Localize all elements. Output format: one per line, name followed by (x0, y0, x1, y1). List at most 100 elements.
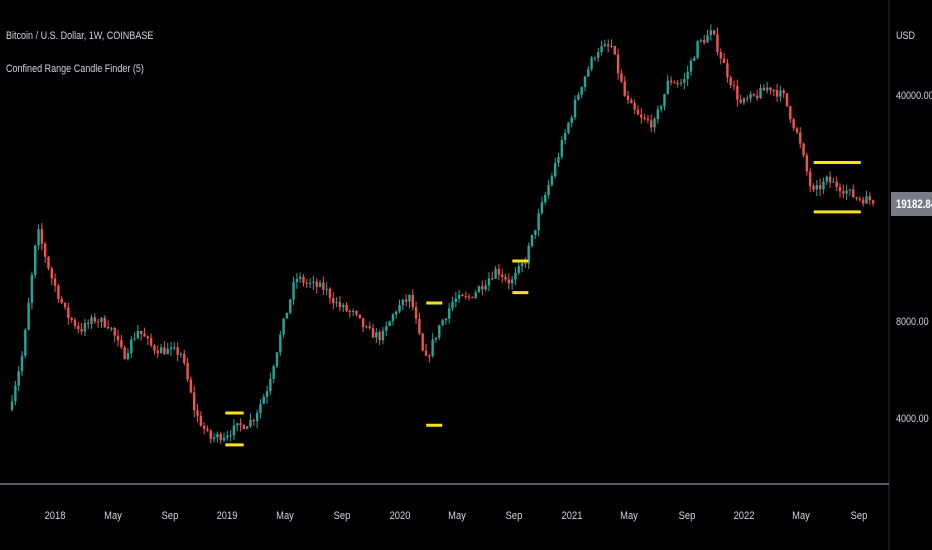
candle-down (332, 298, 335, 304)
candle-up (245, 426, 249, 429)
candle-up (451, 301, 454, 309)
candle-up (825, 176, 828, 182)
candle-down (113, 327, 116, 336)
candle-down (799, 132, 802, 144)
candle-up (577, 94, 580, 100)
time-tick-label: Sep (333, 510, 351, 522)
candle-down (762, 87, 766, 91)
candle-up (441, 320, 444, 326)
candle-up (540, 202, 544, 214)
candle-down (630, 100, 633, 104)
candle-down (812, 186, 815, 190)
candle-up (226, 435, 229, 438)
time-tick-label: May (275, 510, 294, 522)
candle-up (590, 57, 593, 70)
candle-down (818, 185, 822, 190)
candle-up (494, 268, 497, 279)
candle-down (47, 256, 50, 269)
candle-down (852, 189, 855, 198)
candle-down (756, 95, 759, 99)
candle-up (510, 279, 514, 284)
candle-up (749, 94, 752, 99)
candle-down (239, 423, 242, 426)
candle-up (30, 274, 34, 303)
time-tick-label: 2022 (733, 510, 755, 522)
candle-down (802, 143, 805, 156)
candle-up (689, 60, 693, 72)
candle-down (835, 181, 838, 188)
indicator-legend[interactable]: Confined Range Candle Finder (5) (6, 63, 144, 75)
candle-up (570, 117, 573, 123)
candle-down (358, 314, 361, 319)
candle-down (669, 80, 673, 83)
candle-down (716, 34, 719, 53)
candle-up (282, 318, 285, 335)
candle-down (418, 318, 421, 334)
candle-up (130, 339, 133, 353)
candle-up (563, 132, 567, 140)
candle-down (772, 90, 775, 92)
candle-down (43, 243, 47, 257)
candle-down (828, 176, 832, 183)
candle-down (242, 425, 246, 429)
candle-up (434, 337, 438, 340)
candle-up (285, 312, 289, 319)
candle-up (229, 435, 232, 437)
candle-up (272, 366, 275, 379)
candle-down (305, 282, 309, 284)
confined-range-boxes (225, 161, 861, 447)
candle-up (308, 282, 312, 284)
candle-down (143, 333, 146, 337)
candle-down (50, 268, 53, 279)
candle-up (342, 304, 345, 308)
candle-up (216, 434, 219, 438)
candle-down (302, 276, 305, 283)
candle-up (779, 90, 782, 97)
time-tick-label: Sep (161, 510, 179, 522)
candle-up (693, 57, 696, 61)
candle-up (679, 82, 683, 84)
candle-down (746, 98, 749, 100)
candle-up (454, 298, 458, 302)
candle-up (255, 412, 259, 422)
candle-down (789, 106, 792, 120)
last-price-badge: 19182.84 (891, 192, 932, 216)
candle-down (606, 44, 610, 47)
candle-up (474, 292, 477, 298)
candle-up (653, 118, 656, 128)
candle-up (292, 282, 295, 300)
candle-down (842, 191, 845, 194)
candle-down (120, 340, 123, 348)
candle-down (411, 294, 414, 308)
candle-down (726, 63, 729, 78)
candle-up (325, 288, 328, 290)
candle-up (517, 266, 520, 273)
candle-down (140, 331, 143, 334)
candle-down (252, 419, 256, 422)
time-tick-label: May (103, 510, 122, 522)
candle-down (338, 302, 342, 308)
candle-down (732, 85, 736, 87)
candle-down (183, 353, 186, 363)
candle-down (855, 197, 858, 199)
candle-up (438, 325, 441, 338)
candle-up (593, 57, 597, 59)
candle-up (269, 378, 272, 392)
symbol-legend[interactable]: Bitcoin / U.S. Dollar, 1W, COINBASE (6, 30, 154, 42)
candle-down (861, 199, 865, 204)
candles-layer (10, 24, 875, 445)
candle-down (209, 430, 212, 439)
candle-up (166, 348, 169, 355)
candle-down (769, 87, 772, 91)
candle-down (620, 73, 623, 82)
candle-up (232, 425, 236, 436)
candle-up (388, 321, 391, 326)
candle-down (315, 281, 318, 287)
candle-down (626, 95, 630, 101)
candle-down (73, 319, 77, 326)
candle-up (431, 339, 434, 356)
time-tick-label: May (448, 510, 466, 522)
candle-down (123, 347, 126, 359)
candle-up (514, 272, 517, 280)
